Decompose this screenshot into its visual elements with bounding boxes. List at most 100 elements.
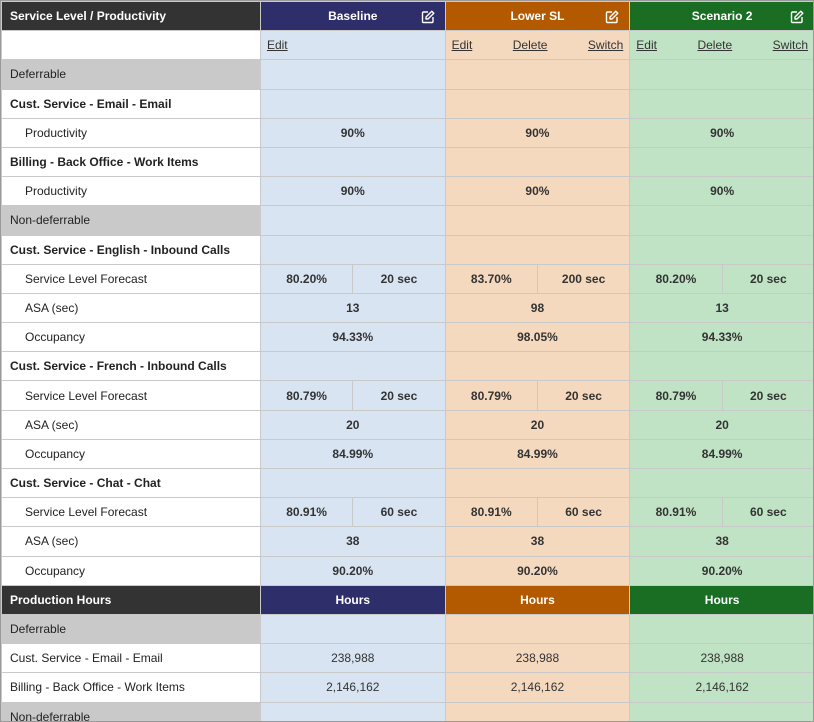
metric-row: Occupancy 84.99% 84.99% 84.99%: [1, 438, 813, 470]
sl-percent: 80.79%: [444, 380, 538, 411]
lower-sl-switch-link[interactable]: Switch: [587, 38, 624, 53]
metric-value: 94.33%: [259, 322, 446, 353]
baseline-actions: Edit: [259, 30, 446, 61]
sl-seconds: 200 sec: [536, 263, 631, 294]
actions-label-cell: [1, 30, 261, 61]
queue-row: Cust. Service - Chat - Chat: [1, 467, 813, 499]
baseline-edit-link[interactable]: Edit: [266, 38, 288, 53]
lower-sl-edit-link[interactable]: Edit: [451, 38, 473, 53]
sl-seconds: 20 sec: [352, 263, 446, 294]
hours-value: 2,146,162: [259, 672, 446, 703]
metric-value: 20: [259, 409, 446, 440]
metric-value: 90%: [629, 117, 813, 148]
scenario-header-baseline: Baseline: [259, 1, 446, 32]
scenario-name: Lower SL: [510, 9, 565, 24]
lower-sl-actions: Edit Delete Switch: [444, 30, 631, 61]
metric-value: 90%: [444, 176, 631, 207]
hours-value: 238,988: [444, 643, 631, 674]
metric-value: 84.99%: [444, 438, 631, 470]
sl-seconds: 20 sec: [536, 380, 631, 411]
scenario-2-edit-link[interactable]: Edit: [636, 38, 657, 53]
sl-seconds: 20 sec: [721, 380, 813, 411]
hours-column-header: Hours: [629, 584, 813, 615]
sl-percent: 80.91%: [259, 497, 354, 528]
sl-percent: 80.20%: [259, 263, 354, 294]
metric-value: 13: [629, 292, 813, 324]
hours-value: 2,146,162: [629, 672, 813, 703]
scenario-name: Scenario 2: [691, 9, 753, 24]
metric-value: 98.05%: [444, 322, 631, 353]
metric-label: Productivity: [1, 176, 261, 207]
queue-row: Billing - Back Office - Work Items: [1, 146, 813, 178]
queue-row: Cust. Service - Email - Email: [1, 88, 813, 119]
hours-value: 238,988: [629, 643, 813, 674]
scenario-name: Baseline: [328, 9, 378, 24]
metric-label: ASA (sec): [1, 409, 261, 440]
metric-value: 38: [259, 526, 446, 557]
metric-row: Service Level Forecast 80.91% 60 sec 80.…: [1, 497, 813, 528]
sl-percent: 80.91%: [444, 497, 538, 528]
scenario-2-switch-link[interactable]: Switch: [772, 38, 808, 53]
scenario-header-scenario-2: Scenario 2: [629, 1, 813, 32]
metric-row: Productivity 90% 90% 90%: [1, 117, 813, 148]
metric-value: 38: [444, 526, 631, 557]
hours-column-header: Hours: [259, 584, 446, 615]
sl-seconds: 20 sec: [721, 263, 813, 294]
edit-square-icon[interactable]: [421, 10, 435, 24]
hours-row: Cust. Service - Email - Email 238,988 23…: [1, 643, 813, 674]
sl-section-title: Service Level / Productivity: [1, 1, 261, 32]
metric-row: Service Level Forecast 80.79% 20 sec 80.…: [1, 380, 813, 411]
queue-label: Cust. Service - Email - Email: [1, 643, 261, 674]
sl-percent: 80.20%: [629, 263, 723, 294]
queue-label: Cust. Service - French - Inbound Calls: [1, 351, 261, 382]
scenario-2-actions: Edit Delete Switch: [629, 30, 813, 61]
hours-value: 238,988: [259, 643, 446, 674]
metric-value: 13: [259, 292, 446, 324]
metric-row: ASA (sec) 13 98 13: [1, 292, 813, 324]
metric-value: 90%: [259, 117, 446, 148]
header-row: Service Level / Productivity Baseline Lo…: [1, 1, 813, 32]
metric-value: 38: [629, 526, 813, 557]
queue-label: Cust. Service - English - Inbound Calls: [1, 234, 261, 265]
group-label: Non-deferrable: [1, 205, 261, 236]
metric-value: 84.99%: [629, 438, 813, 470]
metric-label: Service Level Forecast: [1, 497, 261, 528]
metric-value: 94.33%: [629, 322, 813, 353]
metric-row: ASA (sec) 20 20 20: [1, 409, 813, 440]
hours-column-header: Hours: [444, 584, 631, 615]
group-row: Deferrable: [1, 59, 813, 90]
queue-label: Billing - Back Office - Work Items: [1, 672, 261, 703]
metric-value: 90%: [629, 176, 813, 207]
sl-percent: 80.91%: [629, 497, 723, 528]
group-row: Non-deferrable: [1, 205, 813, 236]
sl-percent: 83.70%: [444, 263, 538, 294]
metric-label: Occupancy: [1, 555, 261, 586]
queue-row: Cust. Service - French - Inbound Calls: [1, 351, 813, 382]
metric-value: 20: [629, 409, 813, 440]
edit-square-icon[interactable]: [605, 10, 619, 24]
metric-label: Occupancy: [1, 438, 261, 470]
metric-value: 98: [444, 292, 631, 324]
metric-label: ASA (sec): [1, 526, 261, 557]
production-section-title: Production Hours: [1, 584, 261, 615]
sl-seconds: 60 sec: [536, 497, 631, 528]
scenario-2-delete-link[interactable]: Delete: [697, 38, 733, 53]
metric-row: Service Level Forecast 80.20% 20 sec 83.…: [1, 263, 813, 294]
lower-sl-delete-link[interactable]: Delete: [512, 38, 548, 53]
metric-label: ASA (sec): [1, 292, 261, 324]
group-label: Deferrable: [1, 613, 261, 645]
metric-value: 90.20%: [444, 555, 631, 586]
queue-label: Cust. Service - Email - Email: [1, 88, 261, 119]
group-label: Deferrable: [1, 59, 261, 90]
queue-label: Billing - Back Office - Work Items: [1, 146, 261, 178]
metric-value: 84.99%: [259, 438, 446, 470]
metric-label: Service Level Forecast: [1, 263, 261, 294]
edit-square-icon[interactable]: [790, 10, 804, 24]
queue-label: Cust. Service - Chat - Chat: [1, 467, 261, 499]
metric-label: Service Level Forecast: [1, 380, 261, 411]
sl-seconds: 60 sec: [721, 497, 813, 528]
hours-row: Billing - Back Office - Work Items 2,146…: [1, 672, 813, 703]
production-header-row: Production Hours Hours Hours Hours: [1, 584, 813, 615]
sl-percent: 80.79%: [259, 380, 354, 411]
